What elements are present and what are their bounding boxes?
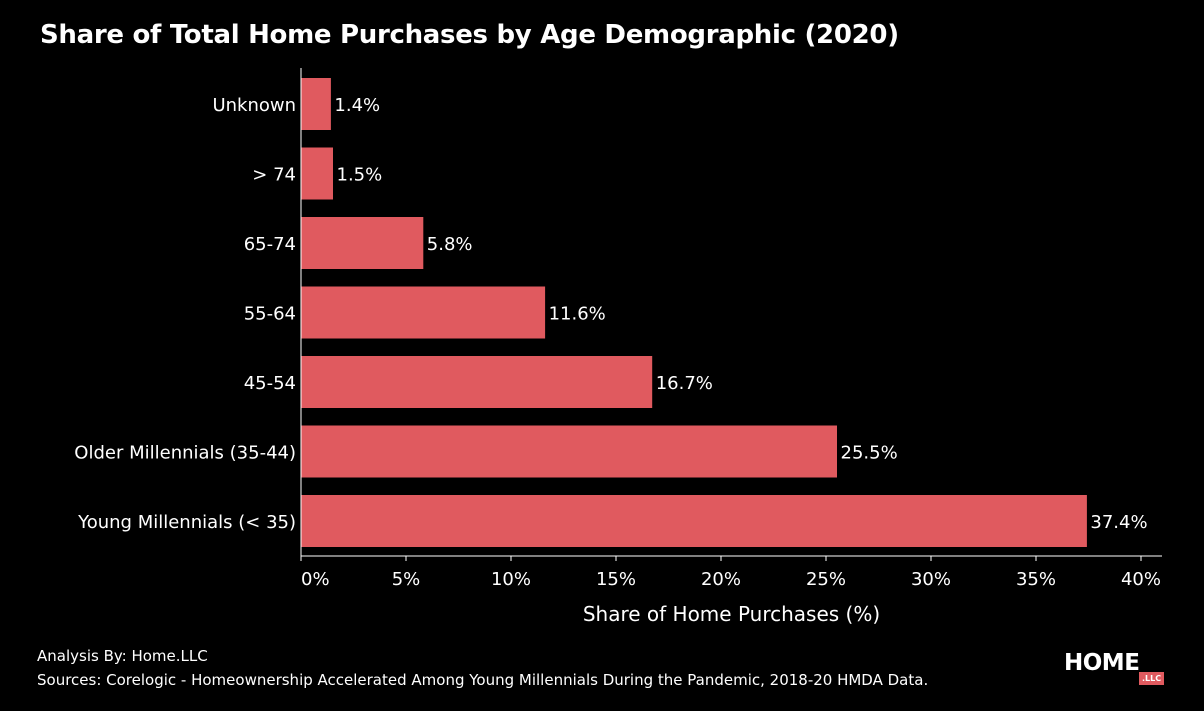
category-label-6: Young Millennials (< 35) — [77, 512, 296, 533]
category-label-3: 55-64 — [244, 304, 296, 325]
home-logo: HOME — [1064, 650, 1140, 676]
x-tick-label-6: 30% — [911, 569, 951, 590]
bar-value-labels-group: 1.4% 1.5% 5.8% 11.6% 16.7% 25.5% 37.4% — [334, 95, 1147, 533]
bar-value-label-1: 1.5% — [337, 165, 383, 186]
bar-0 — [301, 78, 331, 130]
category-labels-group: Unknown > 74 65-74 55-64 45-54 Older Millenni… — [74, 95, 296, 533]
category-label-5: Older Millennials (35-44) — [74, 443, 296, 464]
x-tick-label-3: 15% — [596, 569, 636, 590]
bar-value-label-6: 37.4% — [1090, 512, 1147, 533]
x-ticks-group: 0% 5% 10% 15% 20% 25% 30% 35% 40% — [300, 556, 1161, 590]
bar-value-label-0: 1.4% — [334, 95, 380, 116]
bar-4 — [301, 356, 653, 408]
x-tick-label-7: 35% — [1016, 569, 1056, 590]
bars-group — [301, 78, 1087, 547]
chart-title: Share of Total Home Purchases by Age Dem… — [40, 20, 899, 50]
category-label-1: > 74 — [252, 165, 296, 186]
logo-llc-badge: .LLC — [1139, 672, 1165, 685]
category-label-2: 65-74 — [244, 234, 296, 255]
bar-value-label-3: 11.6% — [549, 304, 606, 325]
bar-1 — [301, 147, 333, 200]
bar-value-label-4: 16.7% — [656, 373, 713, 394]
x-axis-label: Share of Home Purchases (%) — [583, 602, 880, 626]
bar-5 — [301, 425, 837, 478]
sources-note: Sources: Corelogic - Homeownership Accel… — [37, 671, 929, 689]
bar-3 — [301, 286, 546, 339]
analysis-credit: Analysis By: Home.LLC — [37, 647, 208, 665]
bar-6 — [301, 495, 1087, 547]
x-tick-label-1: 5% — [392, 569, 421, 590]
x-tick-label-5: 25% — [806, 569, 846, 590]
bar-value-label-5: 25.5% — [841, 443, 898, 464]
x-tick-label-2: 10% — [491, 569, 531, 590]
category-label-4: 45-54 — [244, 373, 296, 394]
bar-2 — [301, 217, 424, 269]
bar-value-label-2: 5.8% — [427, 234, 473, 255]
x-tick-label-8: 40% — [1121, 569, 1161, 590]
x-tick-label-4: 20% — [701, 569, 741, 590]
category-label-0: Unknown — [212, 95, 296, 116]
x-tick-label-0: 0% — [301, 569, 330, 590]
